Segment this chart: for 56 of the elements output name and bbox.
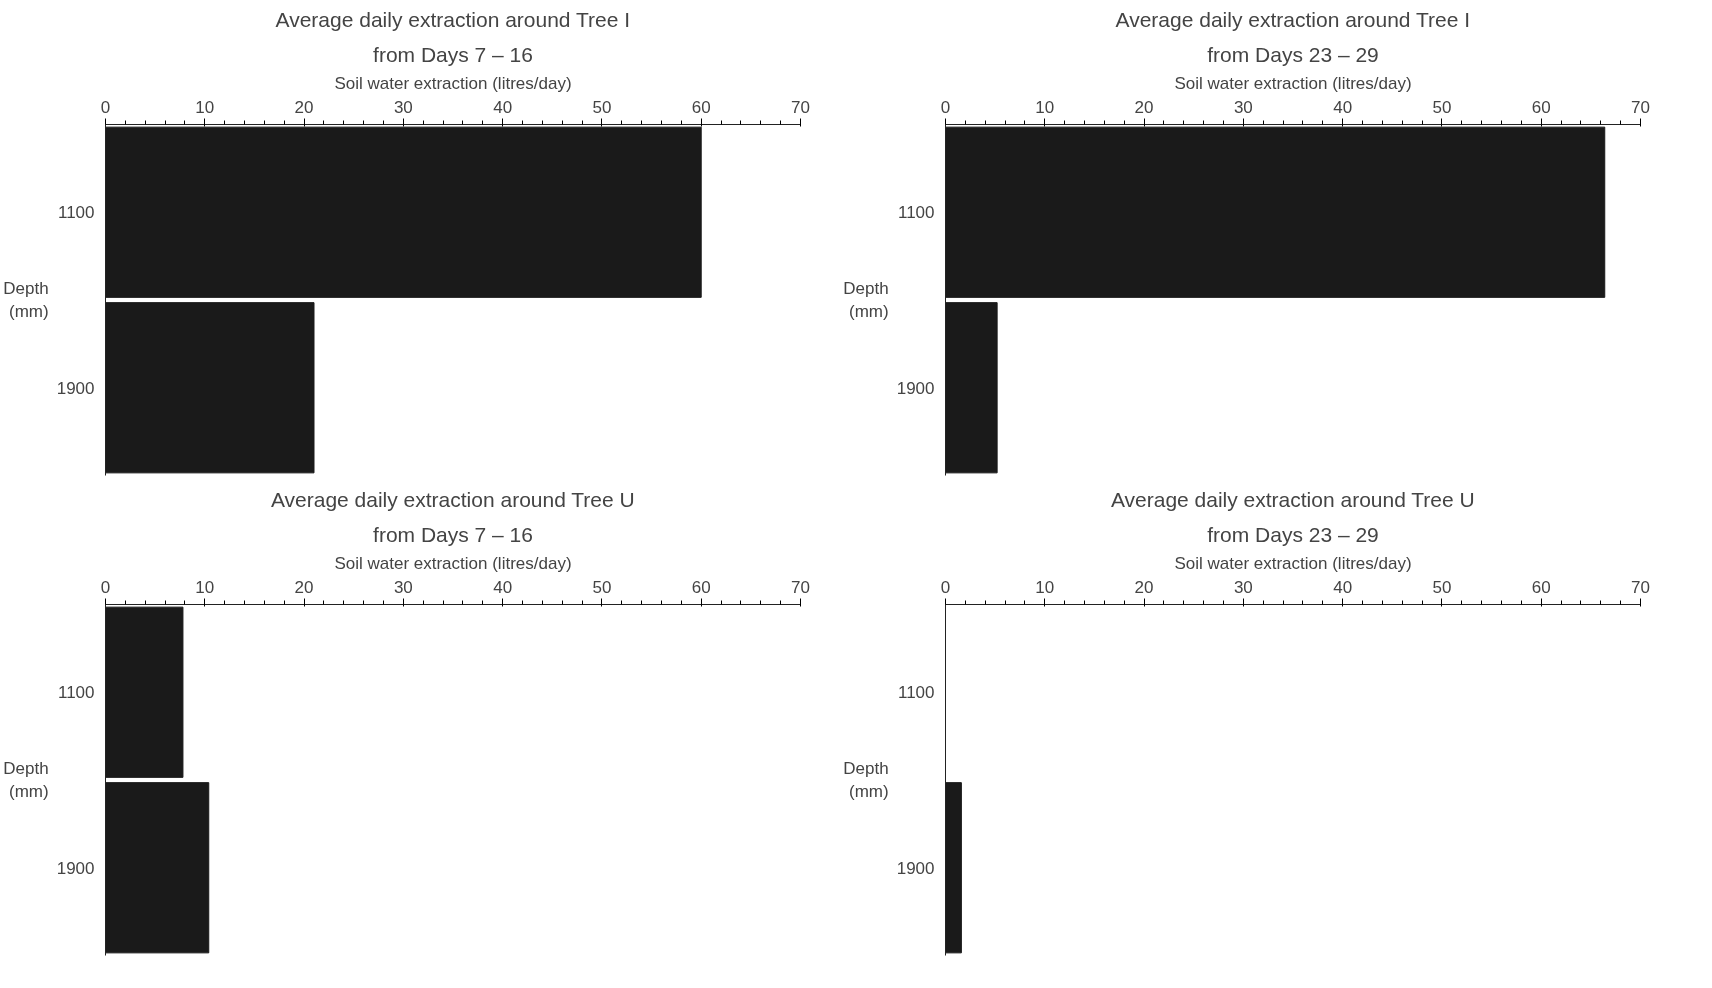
y-tick-label: 1900 xyxy=(56,378,95,398)
x-tick-label: 10 xyxy=(1035,97,1055,117)
x-tick-label: 60 xyxy=(691,577,711,597)
x-tick-label: 20 xyxy=(1134,577,1154,597)
y-axis-title: Depth (mm) xyxy=(843,279,889,321)
x-tick-label: 10 xyxy=(195,577,215,597)
x-tick-label: 50 xyxy=(1432,97,1452,117)
x-tick-label: 40 xyxy=(1333,97,1353,117)
x-tick-label: 70 xyxy=(791,577,810,597)
x-tick-label: 30 xyxy=(393,577,413,597)
x-tick-label: 50 xyxy=(592,577,612,597)
x-axis-title: Soil water extraction (litres/day) xyxy=(334,553,572,573)
chart-title: Average daily extraction around Tree I xyxy=(275,7,631,31)
x-tick-label: 20 xyxy=(294,97,314,117)
x-tick-label: 40 xyxy=(493,97,513,117)
chart-subtitle: from Days 23 – 29 xyxy=(1207,522,1379,546)
x-tick-label: 60 xyxy=(1531,577,1551,597)
chart-subtitle: from Days 23 – 29 xyxy=(1207,42,1379,66)
x-tick-label: 40 xyxy=(493,577,513,597)
x-axis-title: Soil water extraction (litres/day) xyxy=(1174,73,1412,93)
y-tick-label: 1100 xyxy=(897,683,935,703)
x-tick-label: 0 xyxy=(100,577,111,597)
x-tick-label: 70 xyxy=(791,97,810,117)
y-axis-title: Depth (mm) xyxy=(843,759,889,801)
x-tick-label: 0 xyxy=(940,97,951,117)
x-tick-label: 20 xyxy=(294,577,314,597)
y-tick-label: 1100 xyxy=(897,203,935,223)
x-tick-label: 10 xyxy=(195,97,215,117)
x-tick-label: 70 xyxy=(1631,97,1650,117)
chart-title: Average daily extraction around Tree U xyxy=(1110,487,1475,511)
y-axis-title: Depth (mm) xyxy=(3,279,49,321)
x-tick-label: 0 xyxy=(940,577,951,597)
x-tick-label: 0 xyxy=(100,97,111,117)
chart-subtitle: from Days 7 – 16 xyxy=(373,522,533,546)
x-tick-label: 40 xyxy=(1333,577,1353,597)
x-tick-label: 50 xyxy=(592,97,612,117)
x-tick-label: 10 xyxy=(1035,577,1055,597)
x-tick-label: 20 xyxy=(1134,97,1154,117)
y-tick-label: 1900 xyxy=(896,378,935,398)
chart-title: Average daily extraction around Tree U xyxy=(270,487,635,511)
x-tick-label: 60 xyxy=(691,97,711,117)
chart-title: Average daily extraction around Tree I xyxy=(1115,7,1471,31)
y-tick-label: 1900 xyxy=(896,858,935,878)
y-tick-label: 1900 xyxy=(56,858,95,878)
x-tick-label: 50 xyxy=(1432,577,1452,597)
x-tick-label: 70 xyxy=(1631,577,1650,597)
x-tick-label: 30 xyxy=(1233,97,1253,117)
y-axis-title: Depth (mm) xyxy=(3,759,49,801)
x-tick-label: 60 xyxy=(1531,97,1551,117)
x-axis-title: Soil water extraction (litres/day) xyxy=(334,73,572,93)
x-tick-label: 30 xyxy=(393,97,413,117)
x-axis-title: Soil water extraction (litres/day) xyxy=(1174,553,1412,573)
y-tick-label: 1100 xyxy=(57,683,95,703)
y-tick-label: 1100 xyxy=(57,203,95,223)
x-tick-label: 30 xyxy=(1233,577,1253,597)
chart-subtitle: from Days 7 – 16 xyxy=(373,42,533,66)
